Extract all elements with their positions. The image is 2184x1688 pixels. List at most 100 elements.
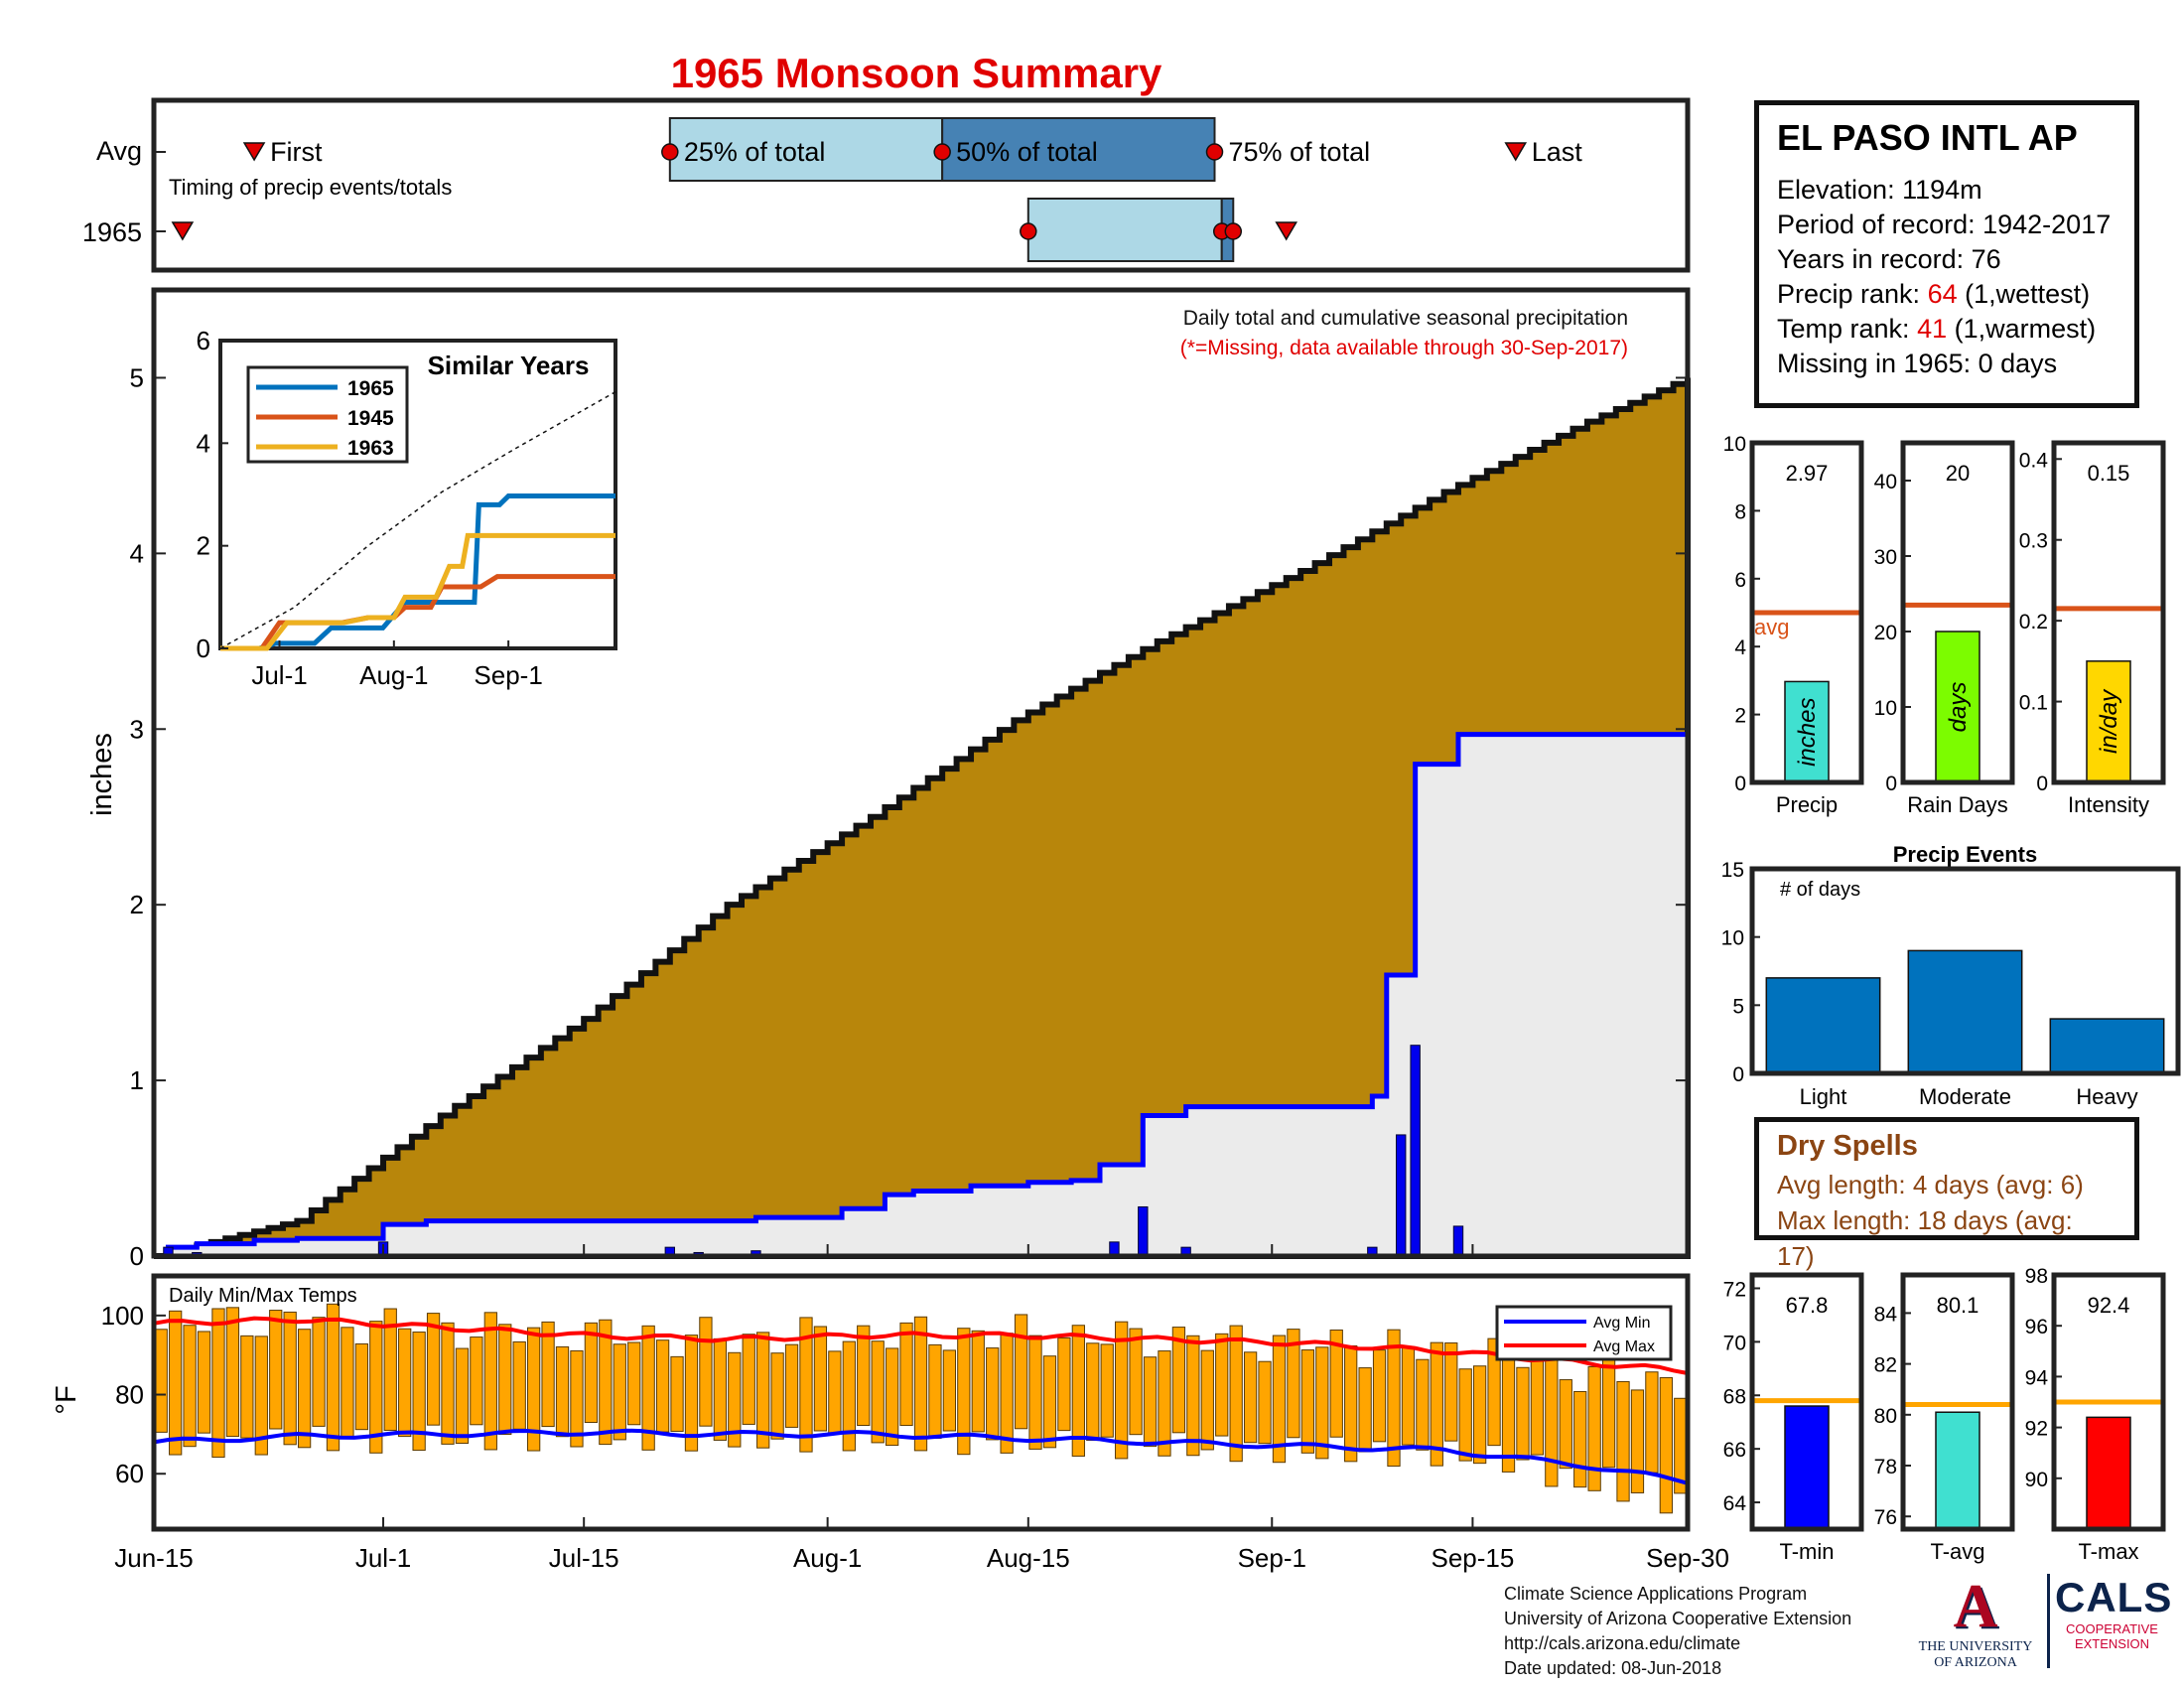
daily-precip-bar [1410,1045,1421,1257]
stat-value-label: 20 [1946,461,1970,486]
stat-panel-frame [1900,1272,2015,1532]
daily-temp-bar [1587,1365,1601,1491]
daily-temp-bar [1573,1390,1587,1488]
xtick-label: Jul-1 [355,1543,411,1573]
stat-value-label: 0.15 [2088,461,2130,486]
daily-temp-bar [670,1355,684,1432]
temp-title: Daily Min/Max Temps [169,1285,357,1307]
daily-temp-bar [957,1328,971,1456]
main-ylabel: inches [86,733,118,816]
daily-temp-bar [512,1340,526,1430]
daily-temp-bar [1100,1343,1114,1438]
avg-p25-marker [661,143,679,161]
inset-legend-label: 1963 [347,437,394,460]
stat-avg-label: avg [1754,615,1789,639]
inset-title: Similar Years [428,351,590,380]
stat-ytick-label: 70 [1723,1332,1746,1354]
stat-bar [1935,1411,1980,1530]
stat-panel-precip: inches avg 2.97 0 2 4 6 8 10 Precip [1723,433,1864,817]
temp-legend [1495,1305,1673,1361]
main-ytick-label: 3 [130,714,144,744]
stat-ytick-label: 0.2 [2019,611,2048,633]
daily-temp-bar [799,1317,813,1453]
daily-temp-bar [169,1310,183,1456]
precip-rank-suffix: (1,wettest) [1957,279,2091,309]
avg-first-label: First [270,137,323,167]
daily-temp-bar [1630,1389,1645,1493]
timing-panel: Avg 1965 Timing of precip events/totals … [82,97,1691,273]
daily-precip-bar [1138,1205,1149,1257]
xtick-label: Jun-15 [114,1543,194,1573]
daily-temp-bar [1014,1314,1028,1430]
stat-ytick-label: 64 [1723,1492,1747,1515]
daily-temp-bar [1430,1341,1443,1467]
avg-min-line [153,1428,1689,1485]
temp-ytick-label: 60 [115,1459,144,1488]
daily-temp-bar [1344,1344,1358,1463]
daily-temp-bar [857,1325,871,1427]
main-note-1: Daily total and cumulative seasonal prec… [1183,307,1628,330]
stat-value-label: 80.1 [1937,1293,1979,1318]
main-ytick-label: 2 [130,890,144,919]
daily-temp-bar [1472,1365,1487,1465]
stat-panel-label: T-min [1780,1539,1835,1564]
daily-temp-bar [455,1347,470,1445]
xtick-label: Sep-1 [1238,1543,1306,1573]
main-ytick-label: 0 [130,1241,144,1271]
daily-temp-bar [1258,1360,1272,1445]
daily-temp-bar [1115,1321,1129,1460]
stat-ytick-label: 6 [1734,569,1746,592]
stat-bar-unit: in/day [2096,688,2122,754]
xtick-label: Aug-1 [793,1543,862,1573]
stat-panel-t-max: 92.4 90 92 94 96 98 T-max [2025,1265,2166,1564]
stat-ytick-label: 0 [1734,773,1746,795]
stat-panel-frame [2051,440,2166,785]
daily-temp-bar [1372,1349,1387,1443]
daily-temp-bar [713,1337,727,1441]
xtick-label: Aug-15 [987,1543,1070,1573]
daily-temp-bar [871,1340,885,1444]
inset-xtick-label: Jul-1 [251,660,307,690]
stat-ytick-label: 30 [1874,546,1897,569]
daily-precip-bar [1396,1134,1407,1257]
stat-ytick-label: 94 [2025,1366,2049,1389]
main-ytick-label: 1 [130,1065,144,1095]
stat-ytick-label: 10 [1723,433,1746,456]
daily-temp-bar [1616,1380,1630,1502]
stat-ytick-label: 68 [1723,1385,1746,1408]
dry-spells-box: Dry Spells Avg length: 4 days (avg: 6) M… [1754,1117,2139,1271]
cals-logo-line-1: COOPERATIVE [2066,1621,2158,1636]
daily-temp-bar [240,1335,254,1439]
legend-avg-min-label: Avg Min [1593,1315,1651,1332]
daily-temp-bar [297,1329,312,1449]
daily-temp-bar [412,1332,426,1452]
dry-spells-avg-length: Avg length: 4 days (avg: 6) [1777,1170,2084,1199]
events-bar [1765,977,1881,1074]
daily-temp-bar [1416,1358,1430,1451]
daily-temp-bar [441,1322,455,1445]
station-name: EL PASO INTL AP [1777,117,2078,158]
daily-temp-bar [1243,1351,1258,1444]
main-frame [151,287,1691,1259]
daily-temp-bar [1171,1327,1186,1434]
temp-rank-prefix: Temp rank: [1777,314,1918,344]
avg-cumulative-area [154,377,1691,1259]
year-cumulative-area [154,734,1688,1256]
events-ytick-label: 15 [1721,859,1744,882]
stat-panel-label: T-avg [1930,1539,1984,1564]
credits-line-4: Date updated: 08-Jun-2018 [1504,1658,1722,1678]
temp-ytick-label: 80 [115,1380,144,1410]
events-ylabel-note: # of days [1780,879,1860,901]
daily-temp-bar [770,1352,784,1440]
temp-frame [151,1273,1691,1532]
avg-last-marker [1504,142,1528,162]
station-temp-rank: Temp rank: 41 (1,warmest) [1777,312,2116,347]
daily-temp-bar [1401,1345,1416,1446]
stat-ytick-label: 0.4 [2019,449,2049,472]
year-p25-marker [1020,222,1037,240]
avg-max-line [153,1316,1689,1375]
stat-ytick-label: 0 [1885,773,1897,795]
inset-line-1963 [220,532,615,651]
stat-bar [2086,1416,2131,1530]
